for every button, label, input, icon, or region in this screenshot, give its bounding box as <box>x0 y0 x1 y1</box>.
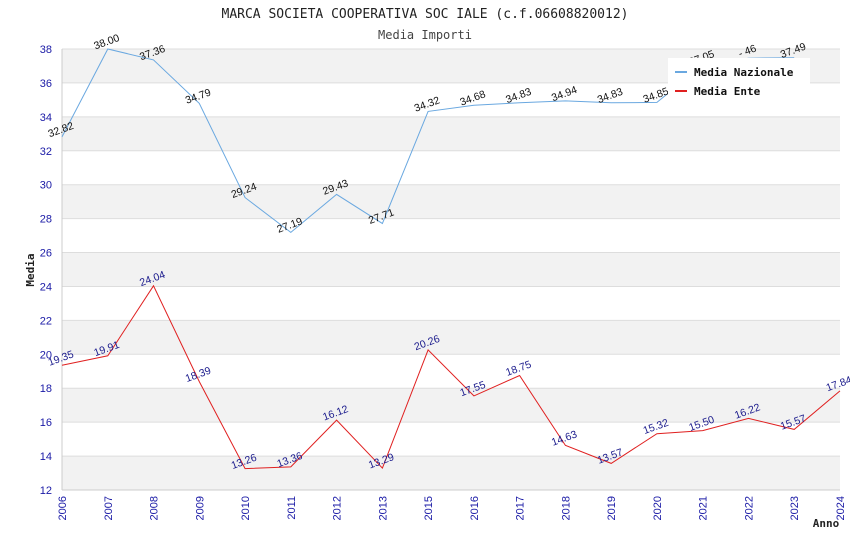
x-axis-label: Anno <box>813 517 840 530</box>
grid-band <box>62 456 840 490</box>
data-label: 18.39 <box>184 365 213 385</box>
y-tick-label: 12 <box>40 485 52 497</box>
x-tick-label: 2006 <box>57 496 69 520</box>
chart-title: MARCA SOCIETA COOPERATIVA SOC IALE (c.f.… <box>222 7 629 22</box>
data-label: - 46 <box>737 43 758 61</box>
series-line-media-ente <box>61 284 841 470</box>
y-tick-label: 24 <box>40 281 52 293</box>
x-tick-label: 2013 <box>377 496 389 520</box>
x-tick-label: 2024 <box>835 496 847 520</box>
x-tick-label: 2007 <box>103 496 115 520</box>
x-tick-label: 2015 <box>423 496 435 520</box>
x-tick-label: 2012 <box>332 496 344 520</box>
x-tick-label: 2022 <box>743 496 755 520</box>
legend-entry: Media Nazionale <box>694 66 794 79</box>
legend-box <box>668 58 810 100</box>
grid-band <box>62 252 840 287</box>
x-tick-label: 2021 <box>698 496 710 520</box>
y-tick-label: 20 <box>40 349 52 361</box>
y-tick-label: 28 <box>40 214 52 226</box>
y-tick-label: 22 <box>40 315 52 327</box>
x-tick-label: 2009 <box>194 496 206 520</box>
x-tick-label: 2017 <box>515 496 527 520</box>
legend-entry: Media Ente <box>694 85 761 98</box>
x-tick-label: 2008 <box>149 496 161 520</box>
y-tick-label: 36 <box>40 78 52 90</box>
y-tick-label: 18 <box>40 383 52 395</box>
grid-band <box>62 388 840 423</box>
grid-band <box>62 320 840 355</box>
data-label: 34.79 <box>184 86 213 106</box>
x-tick-label: 2018 <box>560 496 572 520</box>
data-label: 14.63 <box>550 428 579 448</box>
y-axis-label: Media <box>24 253 37 286</box>
y-tick-label: 30 <box>40 180 52 192</box>
y-tick-label: 16 <box>40 417 52 429</box>
y-tick-label: 38 <box>40 44 52 56</box>
x-tick-label: 2011 <box>286 496 298 520</box>
x-tick-label: 2020 <box>652 496 664 520</box>
y-tick-label: 32 <box>40 146 52 158</box>
chart-subtitle: Media Importi <box>378 28 472 42</box>
x-tick-label: 2016 <box>469 496 481 520</box>
grid-band <box>62 116 840 151</box>
x-tick-label: 2010 <box>240 496 252 520</box>
data-label: 34.32 <box>413 94 442 114</box>
y-tick-label: 26 <box>40 248 52 260</box>
grid-band <box>62 184 840 219</box>
y-tick-label: 34 <box>40 112 52 124</box>
x-tick-label: 2019 <box>606 496 618 520</box>
legend: Media Nazionale Media Ente <box>668 58 810 100</box>
y-tick-label: 14 <box>40 451 52 463</box>
x-tick-label: 2023 <box>789 496 801 520</box>
